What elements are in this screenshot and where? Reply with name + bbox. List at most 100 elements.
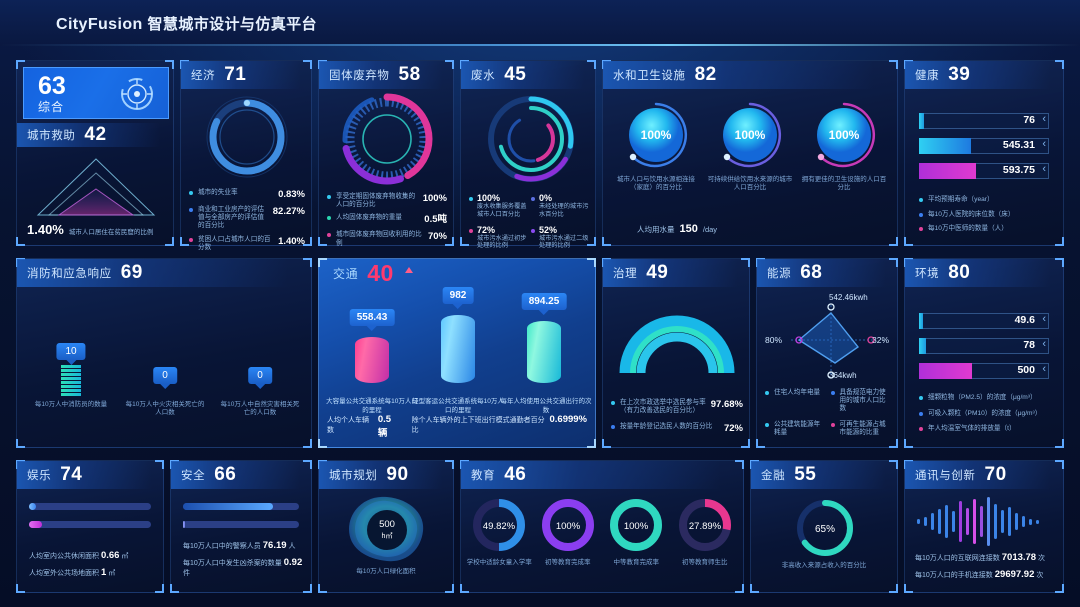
card-title: 城市规划	[329, 470, 378, 482]
card-education[interactable]: 教育 46 49.82% 学校中适龄女童入学率	[460, 460, 744, 593]
card-city-aid[interactable]: 63 综合 城市救助 42	[16, 60, 174, 246]
overall-label: 综合	[38, 100, 65, 114]
card-recreation[interactable]: 娱乐 74 人均室内公共休闲面积 0.66 ㎡	[16, 460, 164, 593]
card-environment[interactable]: 环境 80 49.6 78	[904, 258, 1064, 448]
card-economy[interactable]: 经济 71 城市的失业率 0.83%	[180, 60, 312, 251]
card-waste-water[interactable]: 废水 45	[460, 60, 596, 249]
legend-item: 52% 城市污水通过二级处理的比例	[531, 225, 589, 251]
card-urban-planning-header: 城市规划 90	[319, 461, 453, 489]
card-finance[interactable]: 金融 55 65% 非高收入来源占收入的百分比	[750, 460, 898, 593]
note-unit: 件	[183, 570, 190, 577]
card-energy[interactable]: 能源 68 542.46kwh 32% 364kwh 80%	[756, 258, 898, 448]
gauge-item: 100% 可持续供给饮用水来源的城市人口百分比	[706, 95, 794, 193]
card-traffic[interactable]: 交通 40 558.43 大容量公共交通系统每10万人口的里程 982 轻型客运…	[318, 258, 596, 448]
bar-fill	[919, 313, 923, 329]
legend-value: 82.27%	[272, 205, 305, 217]
donut-caption: 学校中适龄女童入学率	[466, 559, 532, 566]
legend-label: 城市污水通过二级处理的比例	[539, 234, 589, 250]
note-row: 每10万人口的互联网连接数 7013.78 次	[915, 552, 1057, 563]
card-title: 经济	[191, 70, 216, 82]
bar-fill	[29, 503, 37, 510]
card-telecom-body: 每10万人口的互联网连接数 7013.78 次 每10万人口的手机连接数 296…	[905, 489, 1063, 592]
gauge-caption: 拥有更佳的卫生设施的人口百分比	[801, 176, 887, 192]
recreation-notes: 人均室内公共休闲面积 0.66 ㎡ 人均室外公共场地面积 1 ㎡	[29, 550, 155, 578]
legend-dot	[830, 390, 835, 395]
card-telecom[interactable]: 通讯与创新 70	[904, 460, 1064, 593]
note-label: 人均室内公共休闲面积	[29, 553, 99, 560]
card-health-body: 76 545.31 593.75	[905, 89, 1063, 245]
card-energy-body: 542.46kwh 32% 364kwh 80% 住宅人均年电量 具备规范电力使…	[757, 287, 897, 447]
legend-dot	[765, 422, 769, 427]
card-title: 固体废弃物	[329, 70, 390, 82]
legend-dot	[611, 425, 615, 430]
water-sphere-gauge-icon: 100%	[817, 102, 876, 168]
card-health[interactable]: 健康 39 76 545.31	[904, 60, 1064, 246]
page-title: CityFusion 智慧城市设计与仿真平台	[56, 13, 317, 34]
fire-value: 0	[248, 367, 272, 384]
donut-value: 100%	[556, 521, 581, 532]
city-aid-note: 城市人口居住在贫民窟的比例	[68, 229, 154, 236]
card-safety-body: 每10万人口中的警察人员 76.19 人 每10万人口中发生凶杀案的数量 0.9…	[171, 489, 311, 592]
traffic-bar-stem	[355, 337, 389, 383]
energy-axis-label-left: 80%	[765, 335, 783, 345]
legend-item: 72% 城市污水通过初步处理的比例	[469, 225, 527, 251]
water-footer-value: 150	[679, 223, 698, 235]
card-grid: 63 综合 城市救助 42	[0, 46, 1080, 607]
legend-item: 公共建筑能源年耗量	[765, 421, 826, 437]
bar-fill	[919, 113, 925, 129]
corner-bracket	[16, 237, 25, 246]
card-score: 90	[386, 464, 409, 485]
card-score: 82	[694, 64, 717, 85]
overall-score-tile[interactable]: 63 综合	[23, 67, 169, 119]
header-subtitle: 智慧城市设计与仿真平台	[147, 16, 317, 33]
traffic-footers: 人均个人车辆数 0.5辆 除个人车辆外的上下班出行模式通勤者百分比 0.6999…	[327, 414, 587, 439]
note-value: 76.19	[262, 540, 287, 551]
note-label: 每10万人口中的警察人员	[183, 543, 261, 550]
card-score: 39	[948, 64, 971, 85]
traffic-bar-caption: 每年人均使用公共交通出行的次数	[500, 398, 592, 414]
legend-dot	[611, 400, 615, 405]
card-solid-waste[interactable]: 固体废弃物 58 享受定期固体废弃物收集的人口的百分比	[318, 60, 454, 248]
legend-label: 可再生能源占城市能源的比重	[839, 420, 886, 436]
recreation-bar-row	[29, 503, 151, 510]
radar-gauge-icon	[121, 78, 153, 110]
card-energy-header: 能源 68	[757, 259, 897, 287]
card-title: 消防和应急响应	[27, 268, 112, 280]
card-telecom-header: 通讯与创新 70	[905, 461, 1063, 489]
note-row: 人均室外公共场地面积 1 ㎡	[29, 567, 155, 578]
health-bar-row: 545.31	[919, 138, 1049, 154]
education-donut-chart: 100%	[541, 499, 594, 551]
card-water-sanitation-header: 水和卫生设施 82	[603, 61, 897, 89]
city-aid-triangle-chart	[36, 158, 156, 216]
note-label: 每10万人口中发生凶杀案的数量	[183, 560, 282, 567]
bar-value: 76	[1023, 114, 1035, 126]
legend-label: 废水收集服务覆盖城市人口百分比	[477, 203, 527, 218]
energy-radar-chart	[791, 303, 875, 379]
water-gauges: 100% 城市人口与饮用水源相连接（家庭）的百分比	[609, 95, 891, 193]
health-bars: 76 545.31 593.75	[919, 113, 1049, 188]
note-label: 每10万人口的互联网连接数	[915, 555, 1000, 562]
legend-item: 城市固体废弃物回收利用的比例 70%	[327, 231, 447, 247]
card-waste-water-header: 废水 45	[461, 61, 595, 89]
card-urban-planning-body: 500 h㎡ 每10万人口绿化面积	[319, 489, 453, 592]
legend-label: 贫困人口占城市人口的百分数	[198, 235, 271, 251]
card-water-sanitation[interactable]: 水和卫生设施 82	[602, 60, 898, 246]
card-fire-emergency[interactable]: 消防和应急响应 69 10 每10万人中消防员的数量 0 每10万人中火灾相关死…	[16, 258, 312, 448]
card-score: 66	[214, 464, 237, 485]
traffic-bar-value: 894.25	[521, 293, 567, 310]
legend-value: 52%	[539, 224, 558, 235]
legend-dot	[919, 198, 923, 203]
card-score: 58	[398, 64, 421, 85]
card-governance[interactable]: 治理 49 在上次市政选举中选民参与率（有力改善选民的百分比） 97.68%	[602, 258, 750, 448]
card-urban-planning[interactable]: 城市规划 90 500 h㎡	[318, 460, 454, 593]
card-waste-water-body: 100% 废水收集服务覆盖城市人口百分比 0% 未经处理的城市污水百分比	[461, 89, 595, 249]
card-governance-header: 治理 49	[603, 259, 749, 287]
card-safety[interactable]: 安全 66 每10万人口中的警察人员 76.19 人	[170, 460, 312, 593]
urban-caption: 每10万人口绿化面积	[356, 567, 416, 575]
education-donut-item: 49.82% 学校中适龄女童入学率	[465, 495, 533, 567]
solid-waste-legend: 享受定期固体废弃物收集的人口的百分比 100% 人均固体废弃物的重量 0.5吨 …	[327, 193, 447, 248]
bar-fill	[919, 138, 971, 154]
telecom-waveform-chart	[917, 497, 1039, 546]
card-score: 46	[504, 464, 527, 485]
education-donut-item: 27.89% 初等教育师生比	[671, 495, 739, 567]
